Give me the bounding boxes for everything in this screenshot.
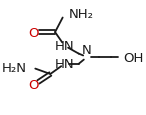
Text: HN: HN xyxy=(55,58,74,71)
Text: N: N xyxy=(82,43,92,56)
Text: H₂N: H₂N xyxy=(2,61,27,74)
Text: O: O xyxy=(28,78,39,91)
Text: NH₂: NH₂ xyxy=(69,8,94,21)
Text: O: O xyxy=(28,26,39,39)
Text: OH: OH xyxy=(124,51,144,64)
Text: HN: HN xyxy=(55,40,74,53)
